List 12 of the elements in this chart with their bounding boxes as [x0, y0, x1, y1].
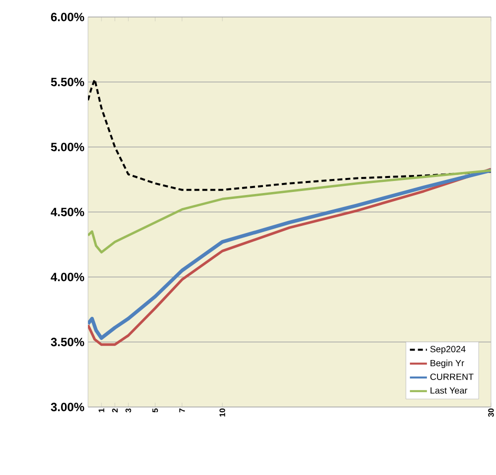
- legend-label: Sep2024: [430, 346, 466, 354]
- y-tick-label: 4.50%: [50, 208, 84, 216]
- legend-label: CURRENT: [430, 374, 474, 380]
- y-tick-label: 6.00%: [51, 12, 84, 22]
- y-tick-label: 3.00%: [50, 402, 84, 412]
- legend-label: Begin Yr: [430, 360, 464, 368]
- line-series: [88, 78, 492, 191]
- y-tick-label: 3.50%: [50, 338, 84, 346]
- y-tick-label: 5.50%: [50, 78, 84, 86]
- legend-label: Last Year: [430, 387, 468, 394]
- y-tick-label: 5.00%: [50, 142, 84, 152]
- y-tick-label: 4.00%: [50, 272, 84, 282]
